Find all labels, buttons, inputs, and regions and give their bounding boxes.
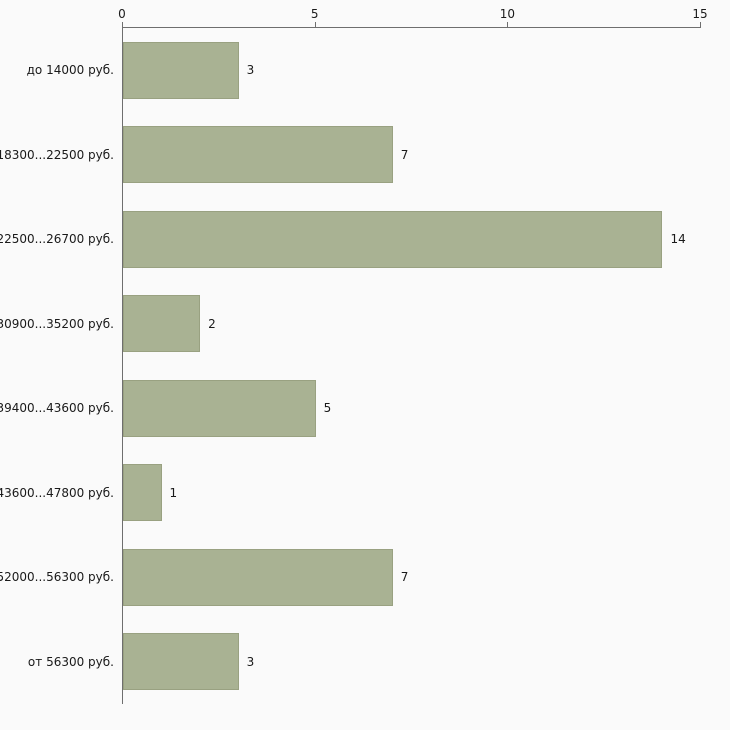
category-label: 22500...26700 руб. bbox=[0, 232, 114, 247]
value-label: 7 bbox=[400, 570, 409, 585]
x-tick-label: 15 bbox=[692, 7, 708, 21]
category-label: до 14000 руб. bbox=[26, 63, 114, 78]
category-label: 43600...47800 руб. bbox=[0, 485, 114, 500]
value-label: 7 bbox=[400, 147, 409, 162]
bar bbox=[123, 126, 393, 184]
bar bbox=[123, 548, 393, 606]
value-label: 2 bbox=[208, 316, 216, 331]
value-label: 1 bbox=[169, 485, 178, 500]
x-axis: 0 5 10 15 bbox=[118, 0, 708, 27]
x-tick-mark bbox=[314, 22, 316, 27]
x-tick-label: 5 bbox=[310, 7, 319, 21]
bar-row: 22500...26700 руб. 14 bbox=[0, 197, 701, 282]
x-tick-mark bbox=[122, 22, 123, 27]
x-tick-label: 10 bbox=[499, 7, 515, 21]
x-tick-mark bbox=[507, 22, 509, 27]
category-label: 18300...22500 руб. bbox=[0, 147, 114, 162]
value-label: 14 bbox=[670, 232, 686, 247]
x-tick-label: 0 bbox=[118, 7, 126, 21]
bar-row: 43600...47800 руб. 1 bbox=[0, 451, 701, 536]
bar bbox=[123, 295, 201, 353]
category-label: 52000...56300 руб. bbox=[0, 570, 114, 585]
bar-row: 52000...56300 руб. 7 bbox=[0, 535, 701, 620]
bar bbox=[123, 464, 162, 522]
category-label: от 56300 руб. bbox=[27, 654, 114, 669]
bar-row: 30900...35200 руб. 2 bbox=[0, 282, 701, 367]
value-label: 3 bbox=[246, 63, 255, 78]
bar bbox=[123, 379, 316, 437]
plot-area: до 14000 руб. 3 18300...22500 руб. 7 22500..… bbox=[0, 27, 701, 705]
category-label: 39400...43600 руб. bbox=[0, 401, 114, 416]
value-label: 3 bbox=[246, 654, 255, 669]
bar-row: от 56300 руб. 3 bbox=[28, 620, 701, 705]
bar bbox=[123, 633, 239, 691]
category-label: 30900...35200 руб. bbox=[0, 316, 114, 331]
value-label: 5 bbox=[323, 401, 332, 416]
bar bbox=[123, 210, 663, 268]
bar-row: 18300...22500 руб. 7 bbox=[0, 113, 701, 198]
bar bbox=[123, 41, 239, 99]
bar-row: до 14000 руб. 3 bbox=[27, 28, 701, 113]
x-tick-mark bbox=[700, 22, 701, 27]
bar-row: 39400...43600 руб. 5 bbox=[0, 366, 701, 451]
